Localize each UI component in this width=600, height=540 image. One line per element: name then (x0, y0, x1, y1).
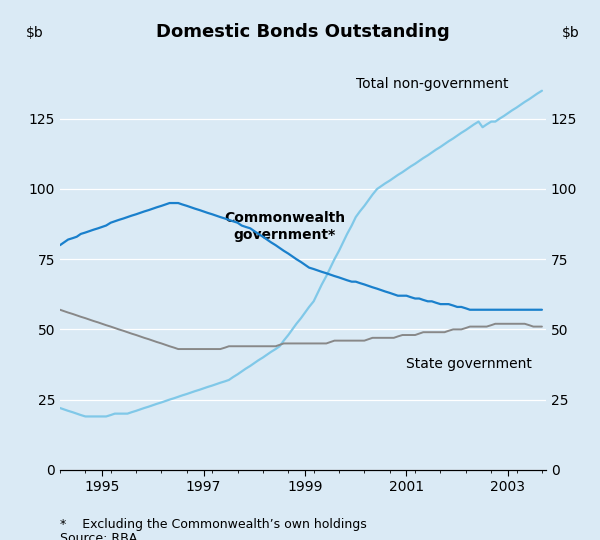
Text: Commonwealth
government*: Commonwealth government* (224, 212, 345, 242)
Text: *    Excluding the Commonwealth’s own holdings: * Excluding the Commonwealth’s own holdi… (60, 518, 367, 531)
Text: State government: State government (406, 357, 532, 372)
Text: Source: RBA: Source: RBA (60, 532, 137, 540)
Text: $b: $b (26, 26, 44, 40)
Text: Total non-government: Total non-government (356, 77, 508, 91)
Title: Domestic Bonds Outstanding: Domestic Bonds Outstanding (156, 23, 450, 42)
Text: $b: $b (562, 26, 580, 40)
